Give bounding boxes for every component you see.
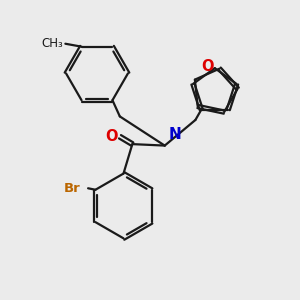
Text: CH₃: CH₃ <box>41 37 63 50</box>
Text: Br: Br <box>64 182 81 195</box>
Text: O: O <box>105 129 118 144</box>
Text: O: O <box>201 59 214 74</box>
Text: N: N <box>168 127 181 142</box>
